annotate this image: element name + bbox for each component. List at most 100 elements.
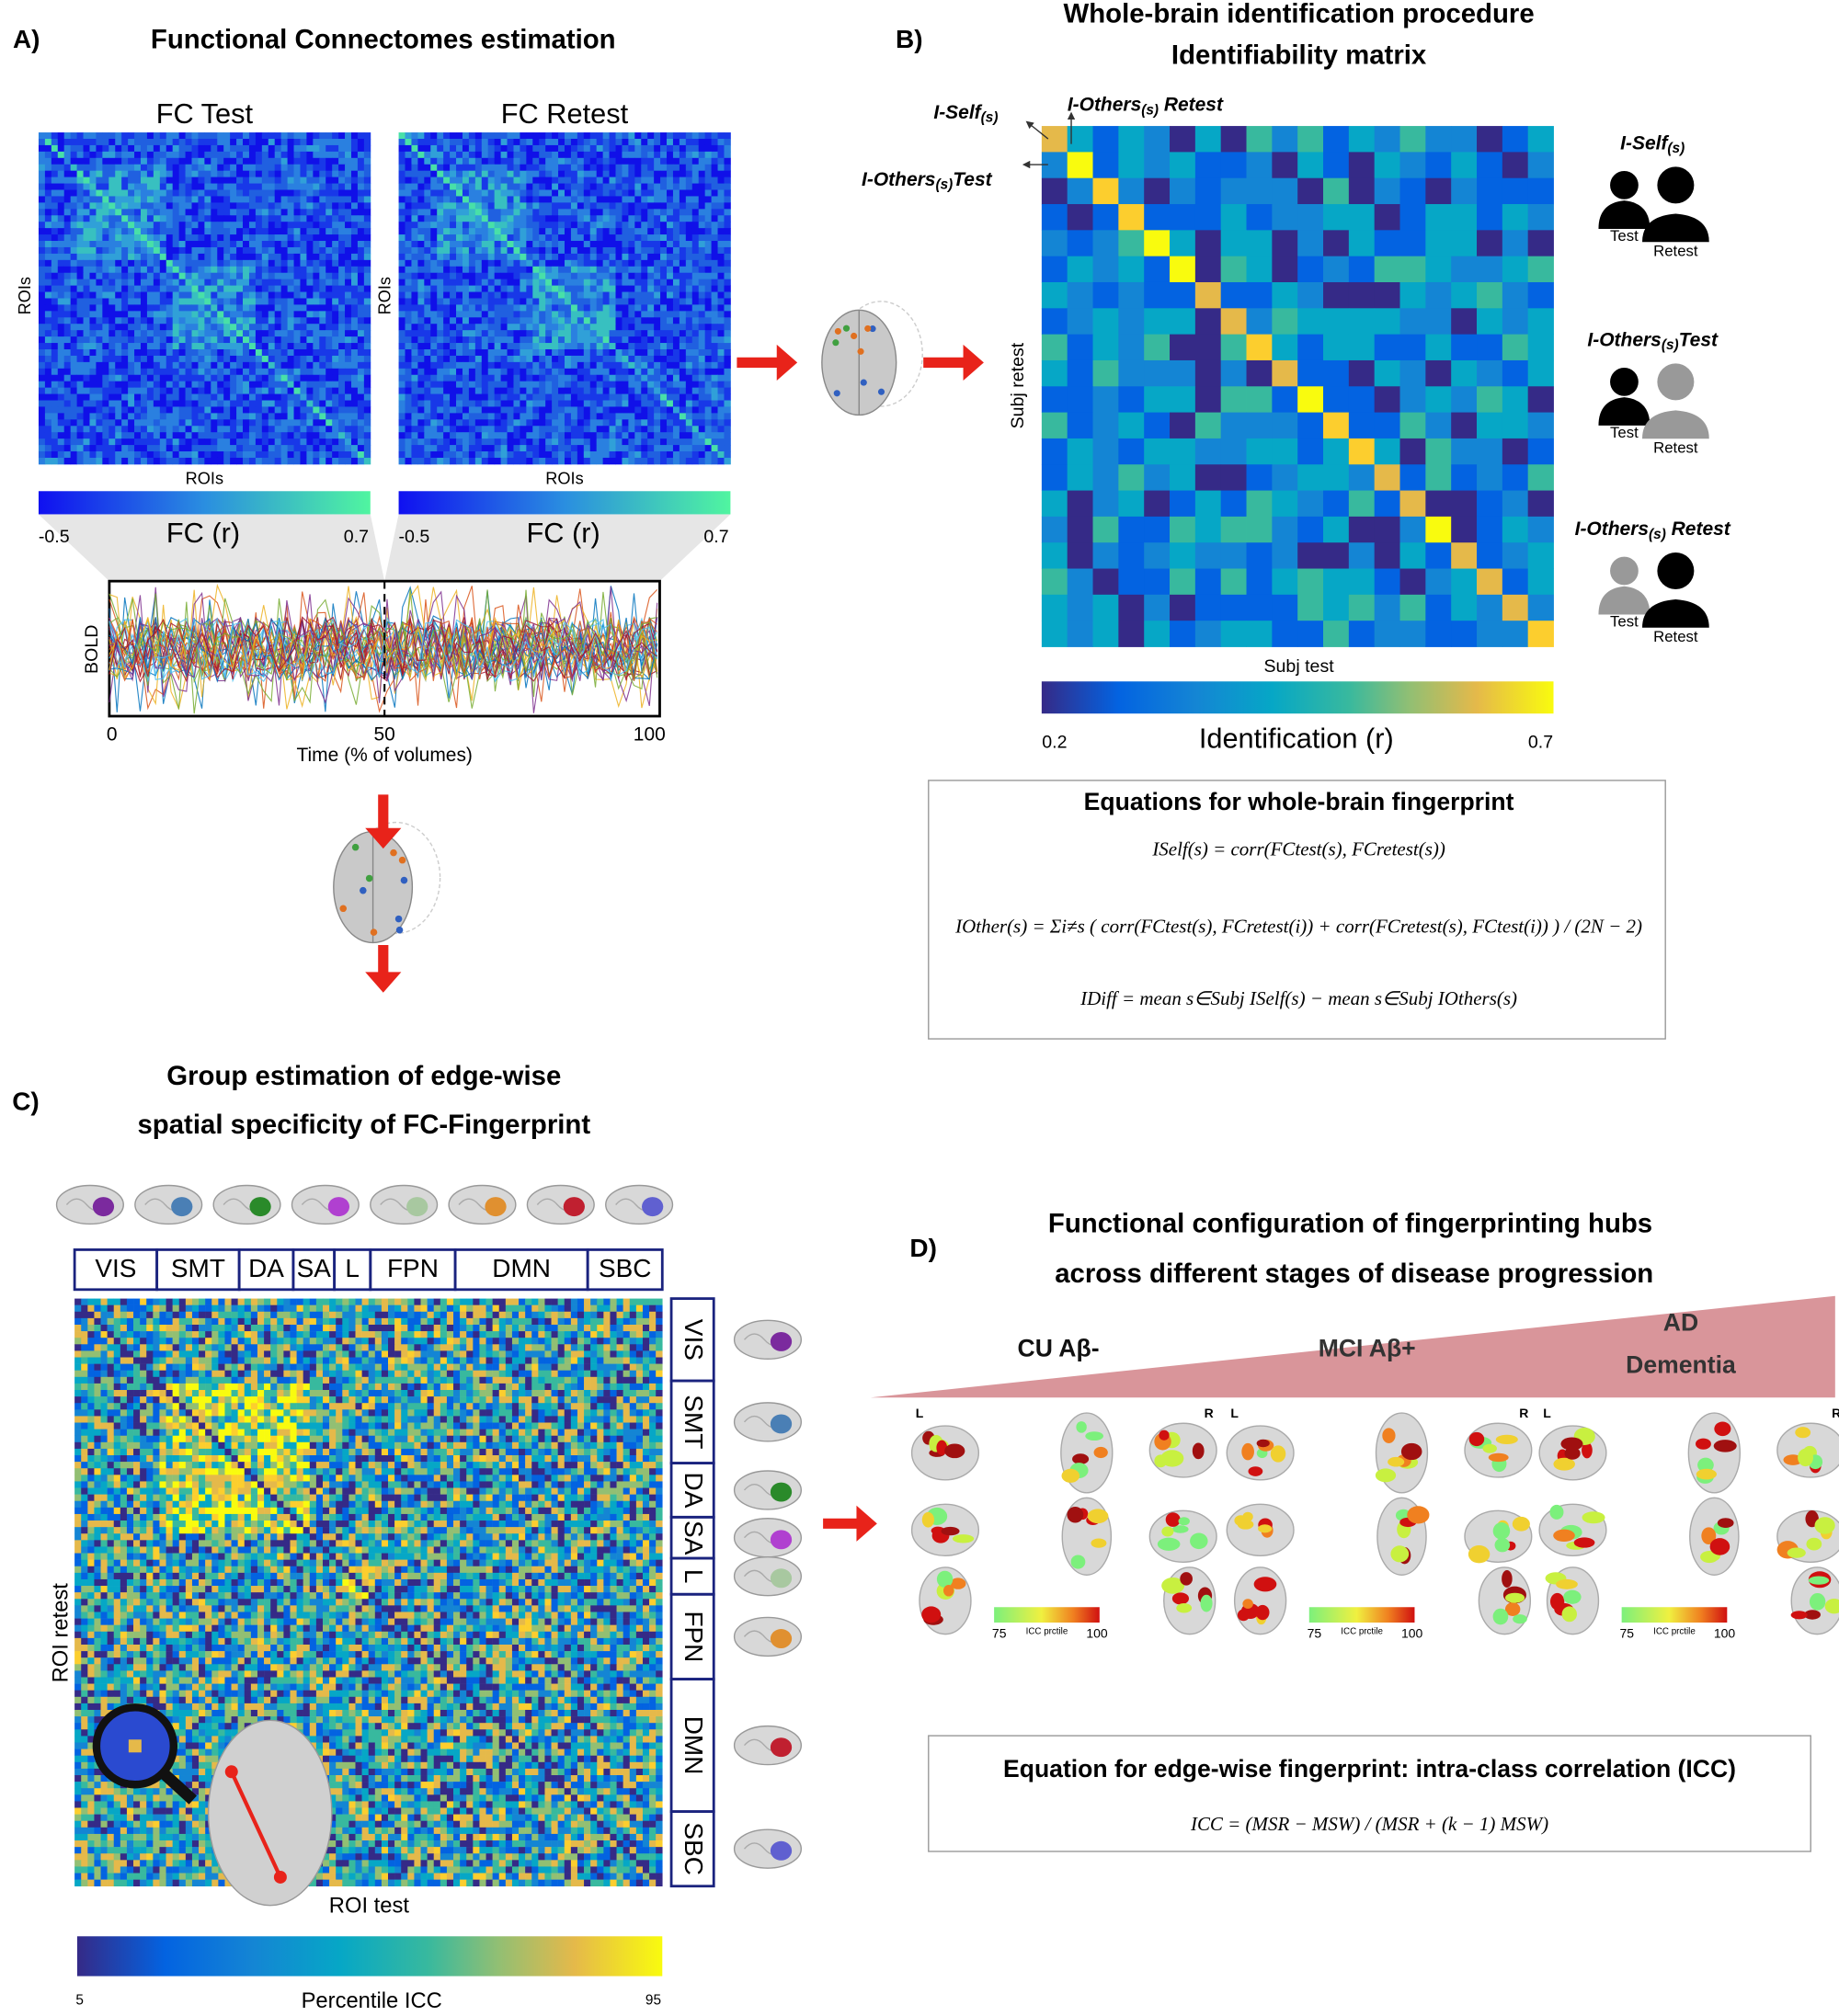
matrix-cell bbox=[89, 209, 97, 216]
matrix-cell bbox=[300, 393, 307, 401]
matrix-cell bbox=[345, 209, 352, 216]
matrix-cell bbox=[280, 298, 289, 305]
matrix-cell bbox=[332, 393, 339, 401]
matrix-cell bbox=[70, 445, 78, 452]
matrix-cell bbox=[704, 189, 713, 197]
matrix-cell bbox=[128, 317, 135, 325]
matrix-cell bbox=[51, 343, 59, 350]
matrix-cell bbox=[698, 361, 706, 370]
matrix-cell bbox=[462, 222, 470, 229]
matrix-cell bbox=[57, 457, 65, 465]
matrix-cell bbox=[596, 317, 604, 325]
matrix-cell bbox=[654, 336, 661, 344]
matrix-cell bbox=[487, 361, 496, 370]
matrix-cell bbox=[711, 144, 718, 153]
matrix-cell bbox=[223, 183, 231, 190]
matrix-cell bbox=[520, 170, 527, 178]
matrix-cell bbox=[230, 330, 237, 337]
matrix-cell bbox=[634, 272, 642, 280]
matrix-cell bbox=[128, 285, 135, 292]
matrix-cell bbox=[319, 144, 326, 153]
matrix-cell bbox=[654, 144, 661, 153]
matrix-cell bbox=[268, 393, 276, 401]
matrix-cell bbox=[363, 285, 371, 292]
matrix-cell bbox=[178, 400, 186, 407]
matrix-cell bbox=[102, 445, 109, 452]
matrix-cell bbox=[672, 348, 680, 357]
matrix-cell bbox=[280, 406, 289, 414]
matrix-cell bbox=[596, 400, 604, 407]
matrix-cell bbox=[191, 285, 199, 292]
matrix-cell bbox=[424, 298, 431, 305]
matrix-cell bbox=[326, 202, 333, 210]
matrix-cell bbox=[191, 426, 199, 433]
matrix-cell bbox=[332, 253, 339, 261]
matrix-cell bbox=[654, 272, 661, 280]
matrix-cell bbox=[417, 170, 425, 178]
matrix-cell bbox=[44, 196, 52, 203]
matrix-cell bbox=[357, 451, 365, 459]
matrix-cell bbox=[153, 285, 161, 292]
matrix-cell bbox=[589, 234, 598, 242]
matrix-cell bbox=[204, 202, 211, 210]
matrix-cell bbox=[255, 209, 263, 216]
matrix-cell bbox=[430, 138, 438, 146]
matrix-cell bbox=[481, 343, 489, 350]
matrix-cell bbox=[520, 406, 527, 414]
matrix-cell bbox=[268, 272, 276, 280]
matrix-cell bbox=[223, 317, 231, 325]
matrix-cell bbox=[602, 393, 610, 401]
matrix-cell bbox=[128, 374, 135, 382]
matrix-cell bbox=[545, 348, 553, 357]
matrix-cell bbox=[172, 272, 180, 280]
matrix-cell bbox=[350, 272, 359, 280]
matrix-cell bbox=[462, 279, 470, 287]
matrix-cell bbox=[178, 317, 186, 325]
matrix-cell bbox=[51, 170, 59, 178]
matrix-cell bbox=[57, 368, 65, 376]
matrix-cell bbox=[691, 324, 700, 331]
matrix-cell bbox=[450, 259, 457, 268]
matrix-cell bbox=[350, 291, 359, 299]
matrix-cell bbox=[159, 202, 167, 210]
matrix-cell bbox=[583, 138, 591, 146]
matrix-cell bbox=[236, 336, 244, 344]
matrix-cell bbox=[293, 202, 301, 210]
matrix-cell bbox=[647, 189, 655, 197]
matrix-cell bbox=[443, 285, 451, 292]
matrix-cell bbox=[660, 336, 668, 344]
matrix-cell bbox=[717, 222, 725, 229]
matrix-cell bbox=[424, 228, 431, 235]
matrix-cell bbox=[243, 324, 250, 331]
matrix-cell bbox=[293, 393, 301, 401]
matrix-cell bbox=[44, 393, 52, 401]
matrix-cell bbox=[115, 304, 122, 312]
matrix-cell bbox=[300, 400, 307, 407]
matrix-cell bbox=[596, 157, 604, 165]
matrix-cell bbox=[338, 355, 346, 363]
matrix-cell bbox=[596, 215, 604, 222]
matrix-cell bbox=[411, 164, 418, 172]
matrix-cell bbox=[223, 355, 231, 363]
matrix-cell bbox=[363, 177, 371, 184]
matrix-cell bbox=[628, 324, 635, 331]
matrix-cell bbox=[166, 368, 174, 376]
matrix-cell bbox=[198, 285, 205, 292]
matrix-cell bbox=[532, 183, 540, 190]
matrix-cell bbox=[724, 361, 731, 370]
matrix-cell bbox=[140, 432, 148, 439]
matrix-cell bbox=[615, 406, 623, 414]
matrix-cell bbox=[487, 215, 496, 222]
matrix-cell bbox=[326, 132, 333, 140]
matrix-cell bbox=[274, 285, 282, 292]
matrix-cell bbox=[198, 279, 205, 287]
matrix-cell bbox=[437, 381, 444, 389]
matrix-cell bbox=[363, 368, 371, 376]
matrix-cell bbox=[583, 222, 591, 229]
matrix-cell bbox=[679, 222, 687, 229]
matrix-cell bbox=[109, 253, 116, 261]
matrix-cell bbox=[456, 228, 463, 235]
matrix-cell bbox=[526, 381, 533, 389]
matrix-cell bbox=[462, 253, 470, 261]
matrix-cell bbox=[191, 445, 199, 452]
